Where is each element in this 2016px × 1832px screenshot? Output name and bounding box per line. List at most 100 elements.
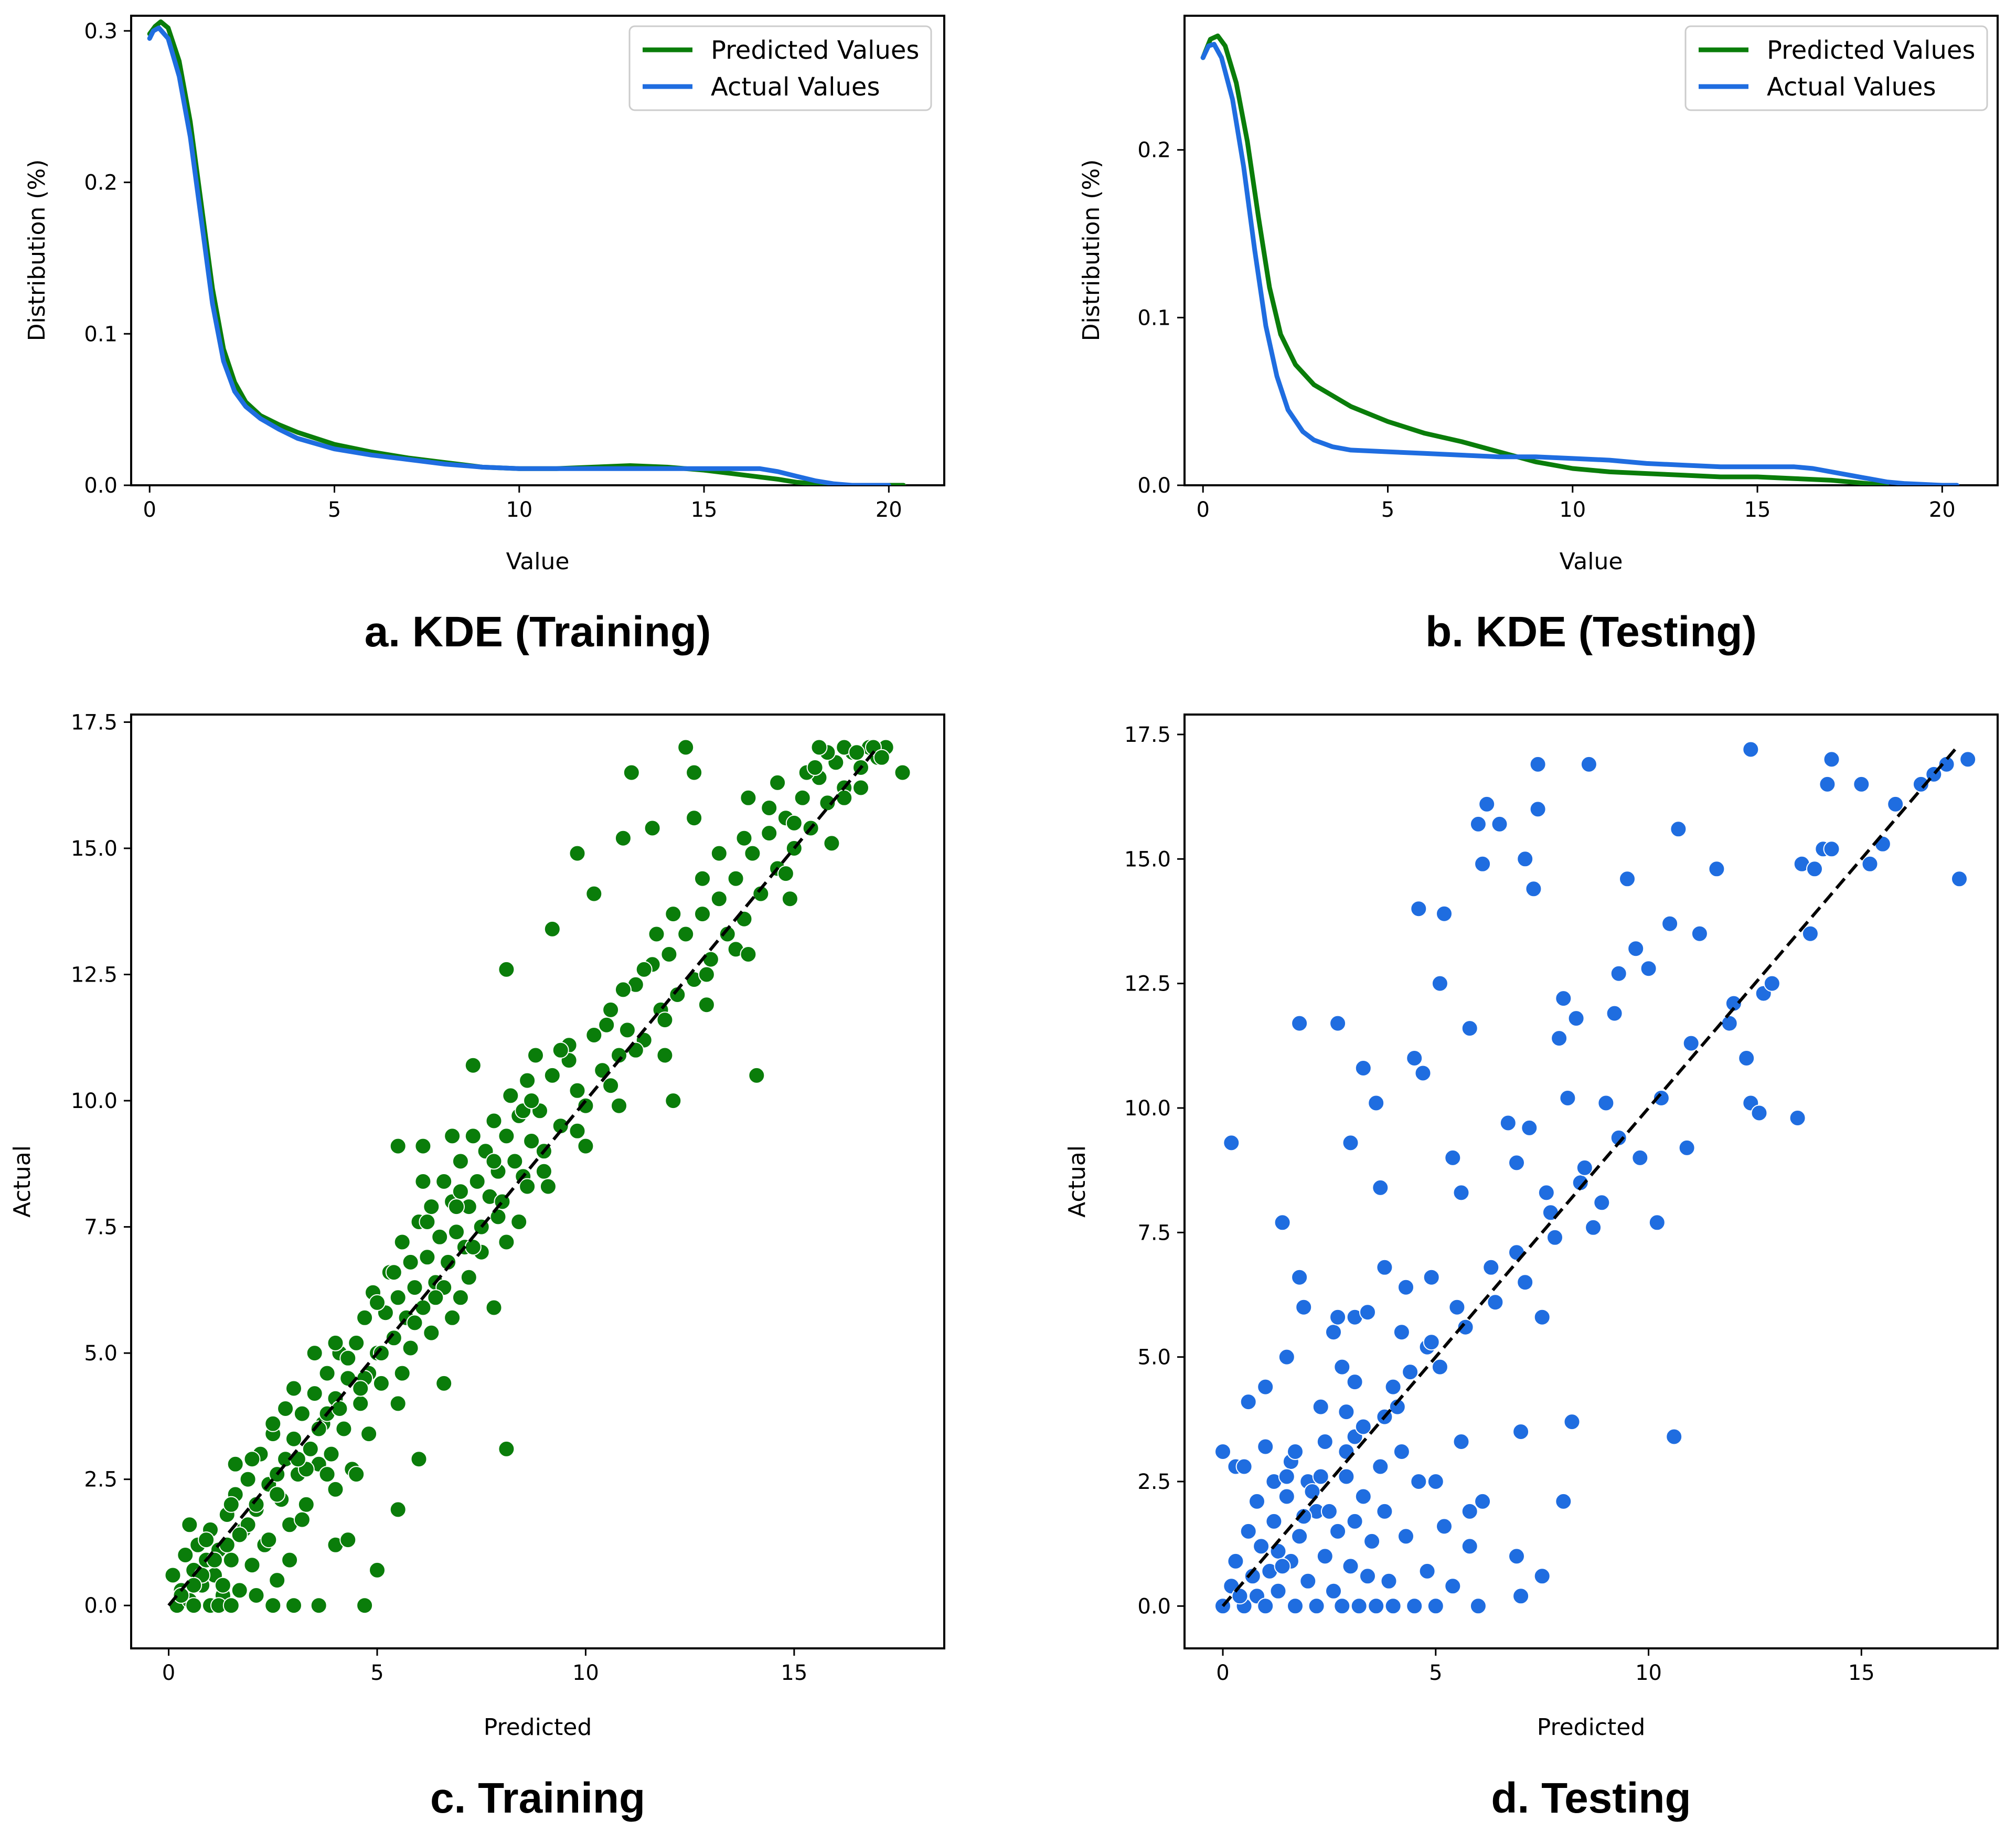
scatter-point bbox=[435, 1173, 453, 1190]
scatter-point bbox=[656, 1011, 674, 1029]
scatter-point bbox=[427, 1289, 444, 1306]
scatter-point bbox=[852, 779, 869, 796]
scatter-point bbox=[181, 1516, 198, 1533]
x-tick-label: 0 bbox=[162, 1661, 175, 1685]
panel-kde-testing: 0 5 10 15 20 0.0 0.1 0.2 Value Distribution (%)… bbox=[1078, 15, 1999, 656]
scatter-point bbox=[356, 1597, 374, 1614]
scatter-point bbox=[618, 1021, 636, 1039]
x-tick-label: 5 bbox=[328, 498, 341, 522]
scatter-point bbox=[1512, 1423, 1530, 1440]
scatter-point bbox=[1551, 1030, 1568, 1047]
scatter-point bbox=[1338, 1403, 1355, 1421]
legend-label-predicted: Predicted Values bbox=[711, 36, 919, 65]
scatter-point bbox=[1402, 1364, 1419, 1381]
scatter-point bbox=[1240, 1522, 1257, 1540]
scatter-point bbox=[1270, 1582, 1287, 1600]
panel-scatter-testing: 0 5 10 15 0.0 2.5 5.0 7.5 10.0 12.5 15.0 17.5 Predi… bbox=[1064, 713, 1999, 1822]
scatter-point bbox=[577, 1137, 594, 1155]
x-tick-label: 10 bbox=[1559, 498, 1586, 522]
scatter-point bbox=[740, 946, 757, 963]
y-tick-label: 15.0 bbox=[1124, 847, 1171, 871]
scatter-point bbox=[1308, 1597, 1325, 1615]
scatter-point bbox=[460, 1269, 477, 1286]
panel-caption: a. KDE (Training) bbox=[365, 608, 711, 656]
scatter-point bbox=[748, 1067, 765, 1084]
scatter-point bbox=[1376, 1503, 1393, 1520]
scatter-point bbox=[1580, 755, 1597, 773]
scatter-point bbox=[356, 1309, 374, 1326]
scatter-point bbox=[523, 1092, 540, 1110]
scatter-point bbox=[393, 1233, 411, 1251]
x-tick-label: 0 bbox=[1216, 1661, 1229, 1685]
x-tick-label: 0 bbox=[1197, 498, 1210, 522]
scatter-point bbox=[306, 1385, 323, 1402]
legend-box bbox=[1684, 25, 1988, 111]
scatter-point bbox=[1384, 1597, 1402, 1615]
y-tick-label: 0.2 bbox=[84, 171, 118, 195]
scatter-point bbox=[1372, 1458, 1389, 1475]
y-tick-label: 17.5 bbox=[71, 710, 118, 734]
scatter-point bbox=[485, 1153, 503, 1170]
scatter-point bbox=[1938, 755, 1955, 773]
scatter-point bbox=[506, 1153, 524, 1170]
scatter-point bbox=[527, 1047, 544, 1064]
scatter-point bbox=[1751, 1104, 1768, 1122]
y-tick-label: 7.5 bbox=[1137, 1221, 1171, 1245]
scatter-point bbox=[1359, 1304, 1376, 1321]
y-tick-label: 10.0 bbox=[71, 1089, 118, 1113]
scatter-point bbox=[1517, 1274, 1534, 1291]
scatter-point bbox=[735, 829, 753, 847]
scatter-point bbox=[577, 1097, 594, 1114]
x-tick-label: 20 bbox=[876, 498, 902, 522]
scatter-point bbox=[1461, 1503, 1478, 1520]
y-tick-label: 2.5 bbox=[1137, 1470, 1171, 1494]
scatter-point bbox=[635, 961, 653, 978]
scatter-point bbox=[1801, 925, 1819, 942]
scatter-point bbox=[406, 1279, 423, 1296]
panel-caption: b. KDE (Testing) bbox=[1425, 608, 1757, 656]
scatter-point bbox=[710, 845, 728, 862]
y-tick-label: 0.1 bbox=[1137, 306, 1171, 330]
scatter-point bbox=[1652, 1090, 1670, 1106]
scatter-point bbox=[389, 1501, 407, 1518]
x-tick-label: 5 bbox=[1429, 1661, 1442, 1685]
panel-scatter-training: 0 5 10 15 0.0 2.5 5.0 7.5 10.0 12.5 15.0 17.5 Predi… bbox=[9, 710, 945, 1822]
scatter-point bbox=[1368, 1094, 1385, 1112]
scatter-point bbox=[293, 1405, 311, 1422]
scatter-point bbox=[1546, 1229, 1563, 1246]
scatter-point bbox=[1316, 1433, 1334, 1450]
scatter-point bbox=[552, 1117, 569, 1135]
scatter-point bbox=[419, 1213, 436, 1230]
scatter-point bbox=[485, 1299, 503, 1316]
y-tick-label: 5.0 bbox=[84, 1341, 118, 1366]
scatter-point bbox=[1334, 1358, 1351, 1376]
scatter-point bbox=[1406, 1597, 1423, 1615]
scatter-point bbox=[1240, 1393, 1257, 1411]
scatter-point bbox=[1525, 880, 1542, 898]
scatter-point bbox=[1508, 1154, 1525, 1171]
panel-kde-training: 0 5 10 15 20 0.0 0.1 0.2 0.3 Value Distribution … bbox=[24, 15, 945, 656]
scatter-point bbox=[1457, 1318, 1474, 1336]
scatter-point bbox=[644, 819, 661, 837]
scatter-point bbox=[740, 789, 757, 806]
scatter-point bbox=[1517, 850, 1534, 868]
scatter-point bbox=[1410, 900, 1427, 918]
scatter-point bbox=[440, 1253, 457, 1271]
scatter-point bbox=[1338, 1468, 1355, 1485]
scatter-point bbox=[1691, 925, 1708, 942]
identity-line bbox=[167, 746, 879, 1607]
scatter-point bbox=[1627, 940, 1645, 957]
legend-box bbox=[628, 25, 932, 111]
scatter-point bbox=[1257, 1597, 1274, 1615]
scatter-point bbox=[1287, 1443, 1304, 1460]
scatter-point bbox=[1274, 1558, 1291, 1575]
scatter-point bbox=[419, 1249, 436, 1266]
scatter-point bbox=[231, 1526, 248, 1543]
scatter-point bbox=[173, 1587, 190, 1604]
kde-line-actual-values bbox=[1200, 41, 1959, 485]
scatter-point bbox=[1423, 1269, 1440, 1286]
legend-label-actual: Actual Values bbox=[711, 72, 880, 102]
x-axis-label: Value bbox=[506, 548, 570, 575]
scatter-point bbox=[385, 1329, 402, 1347]
x-tick-label: 15 bbox=[1744, 498, 1771, 522]
